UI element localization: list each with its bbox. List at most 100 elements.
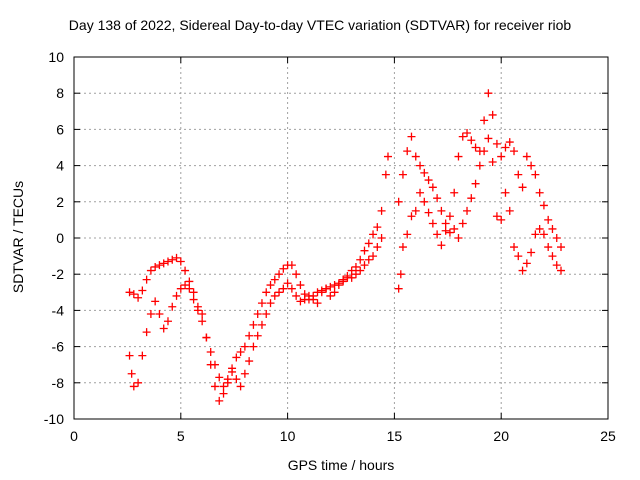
y-tick-label: 0 xyxy=(56,230,64,246)
data-point xyxy=(296,281,305,290)
data-point xyxy=(527,161,536,170)
x-tick-label: 15 xyxy=(387,428,403,444)
data-point xyxy=(433,194,442,203)
data-point xyxy=(407,212,416,221)
data-point xyxy=(215,396,224,405)
data-point xyxy=(347,273,356,282)
data-point xyxy=(364,255,373,264)
data-point xyxy=(330,288,339,297)
data-point xyxy=(138,286,147,295)
data-point xyxy=(497,215,506,224)
y-tick-label: 4 xyxy=(56,158,64,174)
x-axis-label: GPS time / hours xyxy=(287,457,395,473)
y-axis-label: SDTVAR / TECUs xyxy=(10,180,26,294)
data-point xyxy=(163,257,172,266)
axis-ticks: 0 5 10 15 20 25 -10 -8 -6 -4 -2 0 2 4 6 8 10 xyxy=(44,49,616,444)
data-point xyxy=(287,284,296,293)
data-point xyxy=(189,288,198,297)
data-point xyxy=(168,255,177,264)
data-point xyxy=(394,284,403,293)
data-point xyxy=(471,179,480,188)
data-point xyxy=(249,320,258,329)
data-point xyxy=(373,223,382,232)
data-point xyxy=(181,281,190,290)
data-point xyxy=(176,284,185,293)
data-point xyxy=(351,262,360,271)
data-point xyxy=(292,270,301,279)
grid-lines xyxy=(74,57,608,419)
data-point xyxy=(552,234,561,242)
data-point xyxy=(189,295,198,304)
data-point xyxy=(304,291,313,300)
data-point xyxy=(424,176,433,185)
data-point xyxy=(351,270,360,279)
data-point xyxy=(407,132,416,141)
data-point xyxy=(219,389,228,398)
data-point xyxy=(450,188,459,197)
data-point xyxy=(369,252,378,261)
data-point xyxy=(480,147,489,156)
data-point xyxy=(172,253,181,262)
data-point xyxy=(296,297,305,306)
data-point xyxy=(445,228,454,237)
data-point xyxy=(535,188,544,197)
data-point xyxy=(471,143,480,152)
data-point xyxy=(356,255,365,264)
data-point xyxy=(262,288,271,297)
data-point xyxy=(373,243,382,252)
data-point xyxy=(424,208,433,217)
data-point xyxy=(450,224,459,233)
data-point xyxy=(445,212,454,221)
data-point xyxy=(185,284,194,293)
data-point xyxy=(428,183,437,192)
data-point xyxy=(155,261,164,270)
data-point xyxy=(253,331,262,340)
data-point xyxy=(403,230,412,239)
y-tick-label: -6 xyxy=(52,339,65,355)
data-point xyxy=(266,281,275,290)
data-point xyxy=(283,279,292,288)
data-point xyxy=(552,261,561,270)
data-point xyxy=(292,291,301,300)
data-point xyxy=(514,170,523,179)
data-point xyxy=(270,275,279,284)
data-point xyxy=(411,152,420,161)
data-point xyxy=(202,333,211,342)
data-point xyxy=(232,375,241,384)
data-point xyxy=(309,295,318,304)
data-point xyxy=(518,266,527,275)
y-tick-label: 6 xyxy=(56,121,64,137)
data-point xyxy=(420,168,429,177)
data-point xyxy=(168,302,177,311)
data-point xyxy=(377,206,386,215)
data-point xyxy=(159,259,168,268)
data-point xyxy=(454,234,463,242)
data-point xyxy=(544,215,553,224)
data-point xyxy=(228,367,237,376)
data-point xyxy=(279,284,288,293)
data-point xyxy=(125,351,134,360)
y-tick-label: -4 xyxy=(52,302,65,318)
data-point xyxy=(163,317,172,326)
data-point xyxy=(467,136,476,145)
data-point xyxy=(127,369,136,378)
data-point xyxy=(360,246,369,255)
data-point xyxy=(420,197,429,206)
data-point xyxy=(275,288,284,297)
data-point xyxy=(403,147,412,156)
data-point xyxy=(381,170,390,179)
data-point xyxy=(142,328,151,337)
data-point xyxy=(176,257,185,266)
data-point xyxy=(142,275,151,284)
y-tick-label: 8 xyxy=(56,85,64,101)
data-point xyxy=(544,243,553,252)
x-tick-label: 25 xyxy=(600,428,616,444)
data-point xyxy=(441,226,450,235)
data-point xyxy=(437,206,446,215)
data-point xyxy=(159,324,168,333)
data-point xyxy=(193,306,202,315)
data-point xyxy=(488,110,497,119)
data-point xyxy=(125,288,134,297)
data-point xyxy=(527,248,536,257)
data-point xyxy=(146,310,155,319)
